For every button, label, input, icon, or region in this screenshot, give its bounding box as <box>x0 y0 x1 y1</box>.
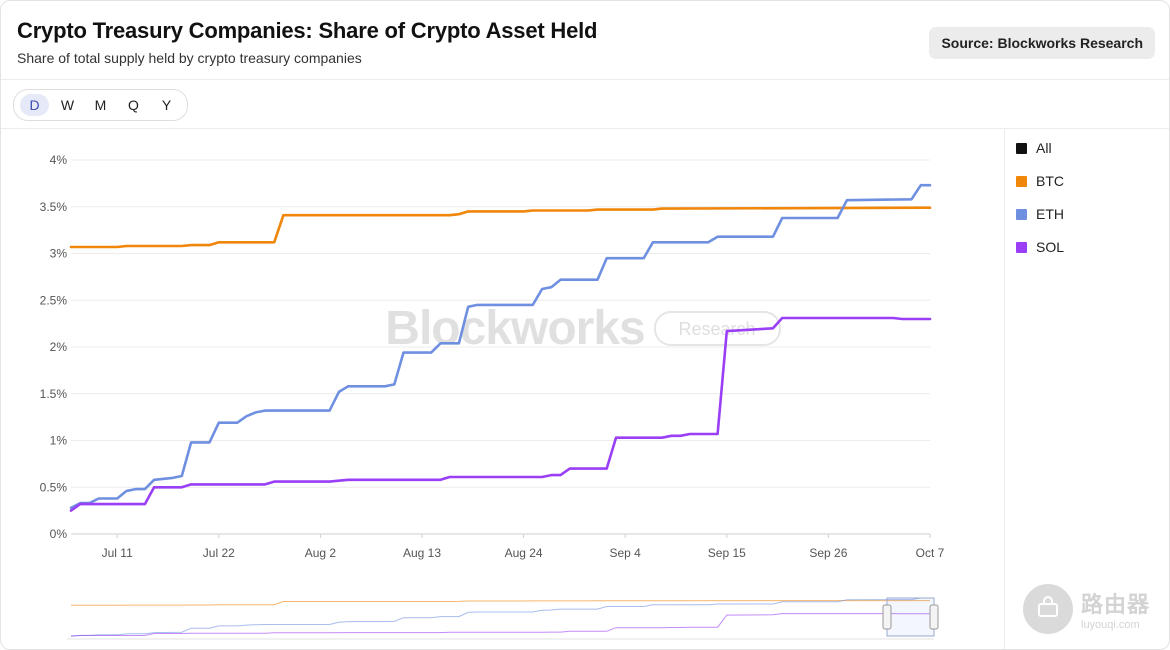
y-tick-label: 4% <box>50 153 68 167</box>
router-lock-icon <box>1023 584 1073 634</box>
period-y-button[interactable]: Y <box>161 97 172 113</box>
legend-item-btc[interactable]: BTC <box>1016 171 1064 191</box>
legend-swatch-all <box>1016 142 1027 154</box>
watermark-brand: Blockworks <box>385 302 644 355</box>
navigator-left-handle[interactable] <box>882 604 892 630</box>
legend-swatch-eth <box>1016 208 1027 220</box>
y-tick-label: 0.5% <box>40 480 68 494</box>
x-tick-label: Aug 2 <box>305 546 337 560</box>
y-tick-label: 1.5% <box>40 387 68 401</box>
site-watermark-sub: luyouqi.com <box>1081 619 1140 631</box>
legend-label-all: All <box>1036 140 1052 156</box>
legend-swatch-sol <box>1016 241 1027 253</box>
legend-divider <box>1004 129 1005 649</box>
site-watermark-main: 路由器 <box>1081 592 1151 617</box>
x-tick-label: Oct 7 <box>916 546 945 560</box>
legend-item-sol[interactable]: SOL <box>1016 237 1064 257</box>
navigator-right-handle[interactable] <box>929 604 939 630</box>
y-tick-label: 0% <box>50 527 68 541</box>
period-m-button[interactable]: M <box>94 97 107 113</box>
x-tick-label: Aug 24 <box>505 546 543 560</box>
header-divider <box>1 79 1169 80</box>
x-tick-label: Jul 22 <box>203 546 235 560</box>
legend-label-btc: BTC <box>1036 173 1064 189</box>
legend-item-eth[interactable]: ETH <box>1016 204 1064 224</box>
watermark-tag: Research <box>678 319 755 339</box>
chart-legend: All BTC ETH SOL <box>1016 138 1064 270</box>
watermark-tag-pill <box>654 311 781 346</box>
chart-series <box>69 183 932 512</box>
brand-watermark: Blockworks Research <box>385 302 781 355</box>
y-tick-label: 2.5% <box>40 293 68 307</box>
legend-label-sol: SOL <box>1036 239 1065 255</box>
site-watermark: 路由器 luyouqi.com <box>1023 584 1150 634</box>
line-chart: Blockworks Research 0% 0.5% 1% 1.5% 2% 2.5% 3%… <box>40 153 945 640</box>
legend-label-eth: ETH <box>1036 206 1064 222</box>
navigator-line-eth <box>70 597 930 637</box>
x-tick-label: Sep 26 <box>809 546 847 560</box>
navigator-selection <box>886 597 935 637</box>
navigator-line-btc <box>71 600 931 606</box>
y-tick-label: 2% <box>50 340 68 354</box>
page-title: Crypto Treasury Companies: Share of Cryp… <box>17 18 598 43</box>
series-line-btc <box>69 206 932 249</box>
toolbar-divider <box>1 128 1169 129</box>
period-selector: D W M Q Y <box>13 89 188 121</box>
series-line-sol <box>69 316 932 512</box>
y-tick-label: 3.5% <box>40 200 68 214</box>
period-q-button[interactable]: Q <box>128 97 139 113</box>
x-tick-label: Sep 4 <box>610 546 642 560</box>
x-tick-label: Sep 15 <box>708 546 746 560</box>
legend-item-all[interactable]: All <box>1016 138 1064 158</box>
series-line-eth <box>69 183 932 510</box>
source-badge[interactable]: Source: Blockworks Research <box>929 27 1155 59</box>
range-navigator[interactable] <box>67 597 939 640</box>
chart-axes: 0% 0.5% 1% 1.5% 2% 2.5% 3% 3.5% 4% Jul 11 Jul 22 Au… <box>40 153 945 560</box>
page-subtitle: Share of total supply held by crypto tre… <box>17 50 362 66</box>
x-tick-label: Aug 13 <box>403 546 441 560</box>
y-tick-label: 3% <box>50 247 68 261</box>
chart-grid <box>71 159 930 535</box>
y-tick-label: 1% <box>50 434 68 448</box>
period-w-button[interactable]: W <box>60 97 75 113</box>
navigator-line-sol <box>70 613 930 637</box>
period-d-button[interactable]: D <box>20 94 49 116</box>
x-tick-label: Jul 11 <box>102 546 133 560</box>
legend-swatch-btc <box>1016 175 1027 187</box>
